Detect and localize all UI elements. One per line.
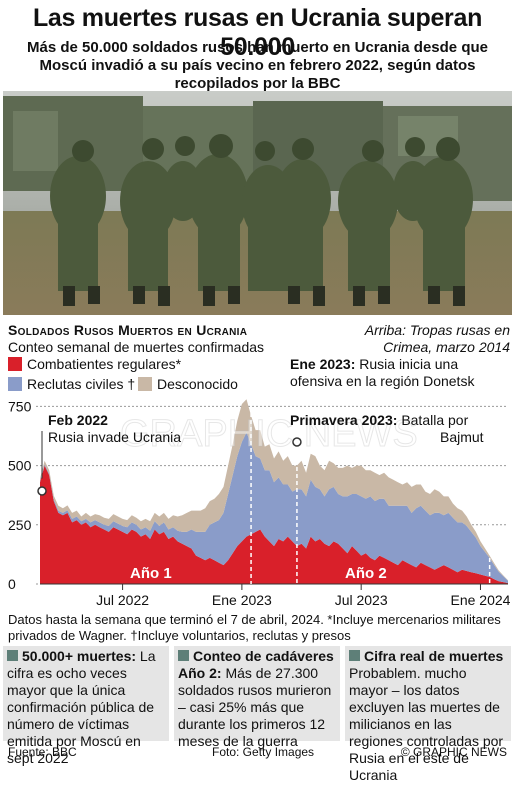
- year-2-label: Año 2: [345, 565, 387, 582]
- chart-subtitle: Conteo semanal de muertes confirmadas: [8, 339, 265, 355]
- legend-unknown-label: Desconocido: [157, 376, 238, 392]
- annotation-feb2022-text: Rusia invade Ucrania: [48, 429, 182, 445]
- y-tick-label: 500: [8, 458, 32, 474]
- x-tick-label: Jul 2023: [335, 592, 388, 608]
- x-tick-label: Ene 2024: [450, 592, 510, 608]
- chart-title: Soldados Rusos Muertos en Ucrania: [8, 322, 248, 338]
- legend-civil-label: Reclutas civiles †: [27, 376, 136, 392]
- subtitle: Más de 50.000 soldados rusos han muerto …: [27, 39, 488, 92]
- annotation-primavera2023-text2: Bajmut: [440, 429, 484, 445]
- series-area-unknown: [40, 399, 508, 581]
- legend-regular-label: Combatientes regulares*: [27, 356, 182, 372]
- panel-square-icon: [7, 650, 18, 661]
- annotation-feb2022-bold: Feb 2022: [48, 412, 108, 428]
- panel-3-heading: Cifra real de muertes: [364, 648, 504, 664]
- x-tick-label: Jul 2022: [96, 592, 149, 608]
- panel-2-heading2: Año 2:: [178, 665, 222, 681]
- annotation-ene2023-bold: Ene 2023:: [290, 356, 356, 372]
- annotation-bajmut: Bajmut: [440, 429, 484, 446]
- legend-regular: Combatientes regulares*: [8, 356, 181, 372]
- copyright: © GRAPHIC NEWS: [400, 745, 507, 759]
- event-dot-feb2022: [37, 486, 47, 496]
- annotation-primavera2023-bold: Primavera 2023:: [290, 412, 398, 428]
- legend-civil-swatch: [8, 377, 22, 391]
- series-area-regular: [40, 465, 508, 584]
- panel-muertes: 50.000+ muertes: La cifra es ocho veces …: [3, 646, 169, 766]
- event-dot-primavera2023: [292, 437, 302, 447]
- annotation-ene2023-text2: ofensiva en la región Donetsk: [290, 373, 475, 389]
- panel-3-text: Probablem. mucho mayor – los datos exclu…: [349, 665, 504, 783]
- footnote: Datos hasta la semana que terminó el 7 d…: [8, 612, 501, 643]
- annotation-feb2022: Feb 2022 Rusia invade Ucrania: [48, 412, 181, 446]
- y-tick-label: 250: [8, 517, 32, 533]
- series-area-civil: [40, 432, 508, 584]
- panel-square-icon: [349, 650, 360, 661]
- panel-2-heading: Conteo de cadáveres: [193, 648, 334, 664]
- y-tick-label: 0: [8, 576, 16, 592]
- watermark: GRAPHIC NEWS: [120, 413, 418, 455]
- panel-1-text: La cifra es ocho veces mayor que la únic…: [7, 648, 156, 766]
- y-tick-label: 750: [8, 398, 32, 414]
- legend-regular-swatch: [8, 357, 22, 371]
- legend-civil: Reclutas civiles †: [8, 376, 135, 392]
- year-1-label: Año 1: [130, 565, 172, 582]
- main-title: Las muertes rusas en Ucrania superan 50.…: [32, 4, 483, 61]
- photo-credit: Foto: Getty Images: [212, 745, 315, 759]
- x-tick-label: Ene 2023: [212, 592, 272, 608]
- stacked-area-chart: 0 250 500 750 Jul 2022 Ene 2023 Jul 2023 Ene 20…: [8, 396, 511, 608]
- source: Fuente: BBC: [8, 745, 77, 759]
- annotation-ene2023: Ene 2023: Rusia inicia una ofensiva en l…: [290, 356, 474, 390]
- annotation-primavera2023-text1: Batalla por: [401, 412, 469, 428]
- soldiers-photo: [3, 91, 512, 315]
- panel-2-text: Más de 27.300 soldados rusos murieron – …: [178, 665, 332, 749]
- legend-unknown-swatch: [138, 377, 152, 391]
- panel-cifra-real: Cifra real de muertes Probablem. mucho m…: [345, 646, 511, 783]
- panel-square-icon: [178, 650, 189, 661]
- legend-unknown: Desconocido: [138, 376, 238, 392]
- photo-caption: Arriba: Tropas rusas en Crimea, marzo 20…: [364, 322, 510, 355]
- panel-cadaveres: Conteo de cadáveres Año 2: Más de 27.300…: [174, 646, 340, 749]
- annotation-primavera2023: Primavera 2023: Batalla por: [290, 412, 468, 429]
- annotation-ene2023-text1: Rusia inicia una: [359, 356, 459, 372]
- panel-1-heading: 50.000+ muertes:: [22, 648, 137, 664]
